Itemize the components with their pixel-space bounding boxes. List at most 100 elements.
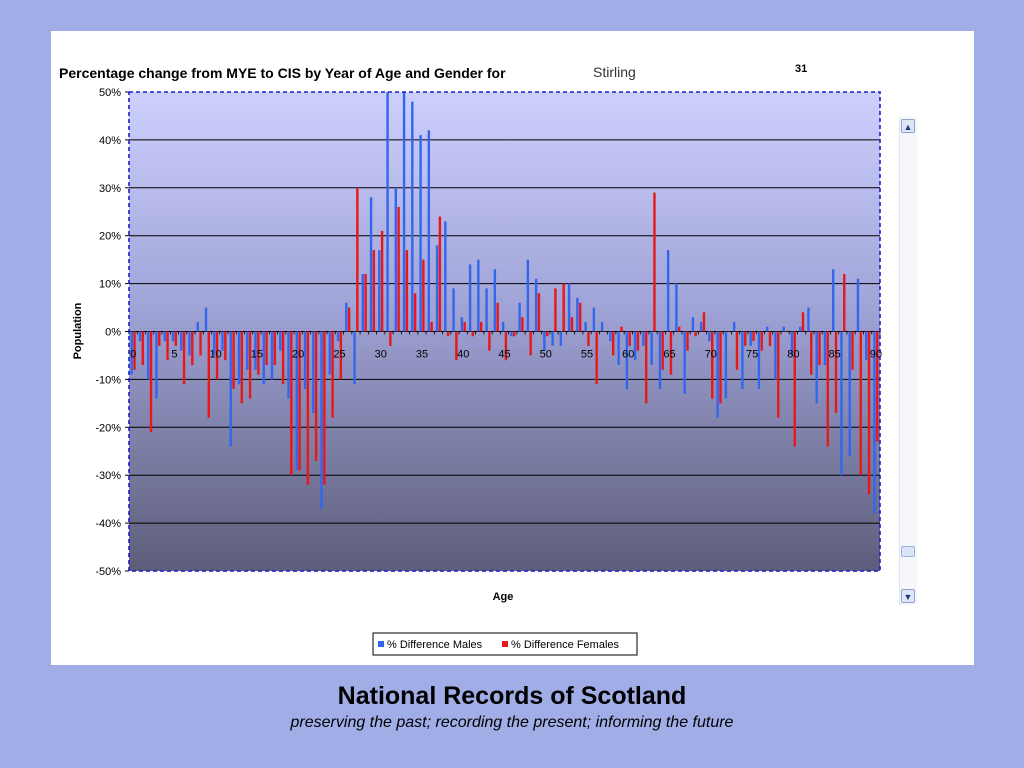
bar-females — [380, 230, 384, 332]
bar-females — [199, 331, 202, 356]
bar-males — [873, 331, 876, 514]
bar-females — [257, 331, 260, 375]
y-tick-label: -50% — [95, 566, 121, 578]
x-tick-label: 5 — [171, 349, 177, 361]
bar-females — [554, 288, 557, 332]
bar-females — [760, 331, 763, 351]
y-tick-label: -20% — [95, 422, 121, 434]
bar-males — [229, 331, 232, 447]
bar-males — [262, 331, 265, 385]
bar-females — [744, 331, 747, 346]
bar-males — [683, 331, 686, 394]
bar-males — [708, 331, 711, 342]
legend: % Difference Males % Difference Females — [372, 632, 638, 656]
bar-males — [295, 331, 298, 471]
bar-females — [512, 331, 516, 337]
bar-males — [345, 302, 348, 332]
bar-males — [774, 331, 777, 380]
bar-males — [518, 302, 521, 332]
bar-males — [584, 321, 587, 332]
bar-females — [174, 331, 177, 346]
bar-males — [732, 321, 736, 332]
bar-females — [215, 331, 219, 380]
bar-females — [372, 250, 376, 332]
bar-females — [578, 302, 582, 332]
bar-males — [493, 269, 497, 332]
x-tick-label: 80 — [787, 349, 799, 361]
x-tick-label: 85 — [828, 349, 840, 361]
bar-males — [526, 259, 530, 332]
bar-females — [867, 331, 871, 495]
bar-males — [625, 331, 629, 389]
bar-males — [691, 317, 695, 332]
y-tick-label: 20% — [99, 231, 121, 243]
bar-females — [207, 331, 210, 418]
bar-males — [650, 331, 653, 366]
bar-females — [843, 274, 846, 332]
y-tick-label: 0% — [105, 327, 121, 339]
y-tick-label: -10% — [95, 374, 121, 386]
bar-females — [446, 331, 450, 337]
x-tick-label: 10 — [210, 349, 222, 361]
bar-females — [711, 331, 714, 399]
bar-females — [356, 187, 359, 332]
x-tick-label: 20 — [292, 349, 304, 361]
scroll-thumb[interactable] — [901, 546, 915, 557]
x-tick-label: 75 — [746, 349, 758, 361]
bar-females — [851, 331, 854, 370]
scroll-up-arrow-icon[interactable]: ▲ — [901, 119, 915, 133]
bar-females — [570, 317, 574, 332]
bar-females — [133, 331, 136, 370]
bar-females — [265, 331, 268, 366]
bar-females — [826, 331, 829, 447]
bar-males — [617, 331, 620, 366]
chart-area-name: Stirling — [593, 64, 636, 80]
x-tick-label: 70 — [705, 349, 717, 361]
bar-males — [279, 331, 282, 351]
bar-males — [171, 331, 175, 342]
bar-males — [419, 135, 422, 332]
bar-females — [545, 331, 549, 337]
bar-males — [386, 92, 389, 332]
bar-females — [306, 331, 310, 485]
bar-females — [149, 331, 153, 433]
vertical-scrollbar[interactable]: ▲ ▼ — [899, 117, 917, 605]
bar-males — [402, 92, 406, 332]
y-tick-label: 10% — [99, 279, 121, 291]
bar-females — [290, 331, 293, 476]
bar-males — [246, 331, 249, 370]
bar-males — [741, 331, 744, 389]
bar-females — [587, 331, 590, 346]
bar-females — [785, 331, 788, 332]
bar-males — [452, 288, 455, 332]
y-tick-label: -30% — [95, 470, 121, 482]
bar-males — [353, 331, 356, 385]
bar-males — [765, 326, 769, 332]
bar-males — [188, 331, 191, 356]
x-tick-label: 30 — [375, 349, 387, 361]
bar-males — [666, 250, 670, 332]
bar-males — [749, 331, 752, 346]
bar-females — [645, 331, 648, 404]
bar-males — [807, 307, 810, 332]
bar-females — [364, 274, 367, 332]
bar-females — [504, 331, 508, 361]
bar-males — [865, 331, 868, 361]
bar-males — [799, 326, 802, 332]
scroll-down-arrow-icon[interactable]: ▼ — [901, 589, 915, 603]
bar-males — [378, 250, 381, 332]
bar-females — [859, 331, 862, 476]
bar-males — [312, 331, 315, 413]
chart-title: Percentage change from MYE to CIS by Yea… — [59, 65, 506, 81]
bar-males — [287, 331, 290, 399]
bar-males — [658, 331, 662, 389]
bar-females — [430, 321, 433, 332]
bar-females — [182, 331, 186, 385]
bar-males — [716, 331, 719, 418]
bar-females — [521, 317, 524, 332]
bar-males — [823, 331, 827, 366]
bar-males — [254, 331, 257, 370]
bar-females — [801, 312, 805, 332]
bar-females — [876, 331, 879, 442]
bar-females — [768, 331, 772, 346]
